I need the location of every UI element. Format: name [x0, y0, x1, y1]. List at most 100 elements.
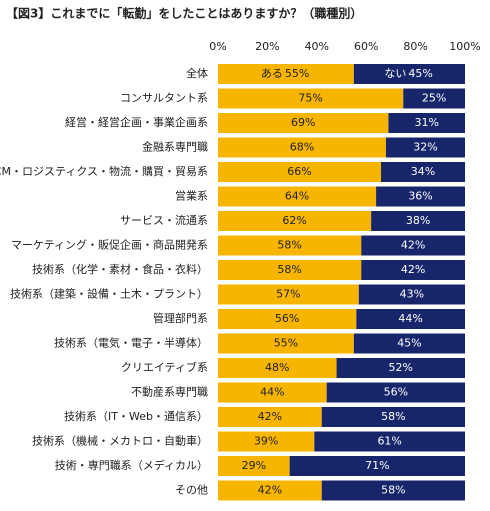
bar-segment	[218, 260, 362, 280]
bar-segment	[371, 211, 465, 231]
category-label: 技術・専門職系（メディカル）	[55, 458, 208, 472]
value-label: 56%	[384, 386, 408, 399]
category-label: 不動産系専門職	[131, 385, 208, 399]
value-label: 44%	[260, 386, 284, 399]
bar-segment	[218, 407, 322, 427]
bar-segment	[381, 162, 465, 182]
bar-segment	[218, 162, 382, 182]
value-label: 42%	[258, 484, 282, 497]
bar-segment	[356, 309, 465, 329]
bar-segment	[321, 407, 465, 427]
value-label: 66%	[287, 165, 311, 178]
category-label: 金融系専門職	[142, 140, 208, 154]
value-label: 57%	[276, 288, 300, 301]
value-label: 42%	[258, 410, 282, 423]
value-label: 31%	[414, 116, 438, 129]
value-label: 58%	[381, 484, 405, 497]
bar-segment	[218, 480, 322, 501]
value-label: 58%	[381, 410, 405, 423]
value-label: 45%	[397, 337, 421, 350]
value-label: 32%	[413, 141, 437, 154]
bar-segment	[218, 309, 357, 329]
category-label: 管理部門系	[153, 311, 208, 325]
value-label: 25%	[422, 92, 446, 105]
bar-segment	[218, 88, 404, 109]
value-label: 62%	[282, 214, 306, 227]
bar-segment	[218, 235, 362, 256]
value-label: 44%	[398, 312, 422, 325]
category-label: その他	[175, 484, 208, 497]
bar-segment	[218, 284, 359, 305]
bar-segment	[336, 358, 465, 378]
chart-title: 【図3】これまでに「転勤」をしたことはありますか？（職種別）	[6, 6, 362, 21]
bar-segment	[218, 456, 290, 476]
bar-segment	[358, 284, 465, 305]
category-label: 技術系（建築・設備・土木・プラント）	[10, 287, 208, 301]
bar-segment	[353, 333, 465, 354]
category-label: 技術系（電気・電子・半導体）	[54, 336, 208, 350]
value-label: 52%	[389, 361, 413, 374]
category-label: 技術系（化学・素材・食品・衣料）	[32, 262, 208, 276]
series-name: ある	[261, 67, 283, 80]
bar-segment	[218, 333, 354, 354]
value-label: 61%	[377, 435, 401, 448]
value-label: 38%	[406, 214, 430, 227]
value-label: 58%	[277, 239, 301, 252]
value-label: 55%	[274, 337, 298, 350]
value-label: 56%	[275, 312, 299, 325]
x-tick-label: 100%	[449, 40, 480, 53]
bar-segment	[361, 260, 465, 280]
bar-segment	[314, 431, 465, 452]
bar-segment	[289, 456, 465, 476]
category-label: 技術系（IT・Web・通信系）	[64, 410, 208, 423]
value-label: 29%	[242, 459, 266, 472]
bar-segment	[218, 137, 386, 158]
value-label: 68%	[290, 141, 314, 154]
x-tick-label: 60%	[354, 40, 378, 53]
value-label: 42%	[401, 263, 425, 276]
bar-segment	[321, 480, 465, 501]
bar-segment	[218, 431, 315, 452]
value-label: 43%	[400, 288, 424, 301]
value-label: 45%	[408, 67, 432, 80]
category-label: 技術系（機械・メカトロ・自動車）	[32, 434, 208, 448]
bar-segment	[403, 88, 465, 109]
bar-segment	[326, 382, 465, 403]
category-label: 営業系	[175, 189, 208, 203]
bar-segment	[376, 186, 465, 207]
bar-segment	[218, 382, 327, 403]
category-label: SCM・ロジスティクス・物流・購買・貿易系	[0, 164, 208, 178]
x-tick-label: 40%	[305, 40, 329, 53]
value-label: 58%	[277, 263, 301, 276]
bar-segment	[361, 235, 465, 256]
value-label: 42%	[401, 239, 425, 252]
category-label: クリエイティブ系	[121, 360, 208, 374]
category-label: コンサルタント系	[120, 92, 208, 105]
value-label: 64%	[285, 190, 309, 203]
bar-segment	[218, 113, 389, 133]
bar-segment	[218, 64, 354, 84]
value-label: 36%	[408, 190, 432, 203]
bar-segment	[385, 137, 465, 158]
value-label: 69%	[291, 116, 315, 129]
x-tick-label: 0%	[209, 40, 226, 53]
category-label: マーケティング・販促企画・商品開発系	[11, 238, 208, 252]
category-label: サービス・流通系	[120, 213, 208, 227]
category-label: 全体	[186, 66, 208, 80]
value-label: 34%	[411, 165, 435, 178]
value-label: 75%	[298, 92, 322, 105]
category-label: 経営・経営企画・事業企画系	[65, 115, 208, 129]
x-tick-label: 80%	[403, 40, 427, 53]
bar-segment	[218, 186, 377, 207]
value-label: 39%	[254, 435, 278, 448]
bar-segment	[218, 358, 337, 378]
series-name: ない	[384, 67, 406, 80]
value-label: 55%	[285, 67, 309, 80]
x-tick-label: 20%	[255, 40, 279, 53]
bar-segment	[218, 211, 372, 231]
value-label: 48%	[265, 361, 289, 374]
value-label: 71%	[365, 459, 389, 472]
bar-segment	[353, 64, 465, 84]
bar-segment	[388, 113, 465, 133]
